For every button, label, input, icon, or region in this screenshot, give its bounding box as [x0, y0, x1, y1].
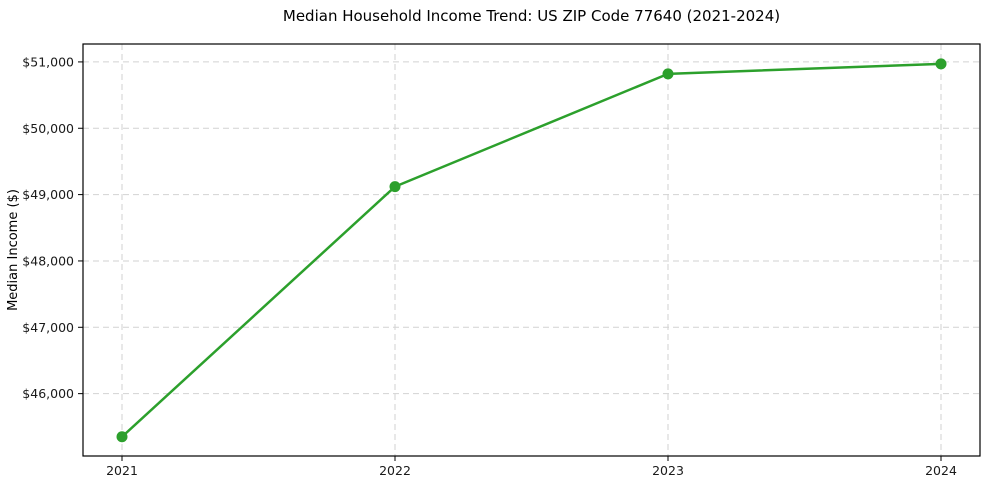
y-axis-label: Median Income ($): [6, 189, 21, 311]
data-point-marker: [116, 431, 128, 443]
y-tick-label: $46,000: [22, 386, 74, 401]
y-tick-label: $51,000: [22, 54, 74, 69]
y-tick-label: $47,000: [22, 320, 74, 335]
series-line: [120, 62, 943, 439]
gridlines: [83, 44, 980, 456]
y-tick-label: $48,000: [22, 253, 74, 268]
data-series: [116, 58, 947, 443]
y-tick-label: $50,000: [22, 121, 74, 136]
axis-ticks: [78, 61, 942, 461]
data-point-marker: [389, 181, 401, 193]
x-tick-label: 2023: [652, 463, 684, 478]
chart-title: Median Household Income Trend: US ZIP Co…: [283, 7, 780, 25]
data-point-marker: [935, 58, 947, 70]
x-tick-label: 2022: [379, 463, 411, 478]
plot-border: [82, 43, 981, 457]
data-point-marker: [662, 68, 674, 80]
axis-tick-labels: $46,000 $47,000 $48,000 $49,000 $50,000 $51,0…: [22, 54, 957, 478]
x-tick-label: 2024: [925, 463, 957, 478]
x-tick-label: 2021: [106, 463, 138, 478]
y-tick-label: $49,000: [22, 187, 74, 202]
